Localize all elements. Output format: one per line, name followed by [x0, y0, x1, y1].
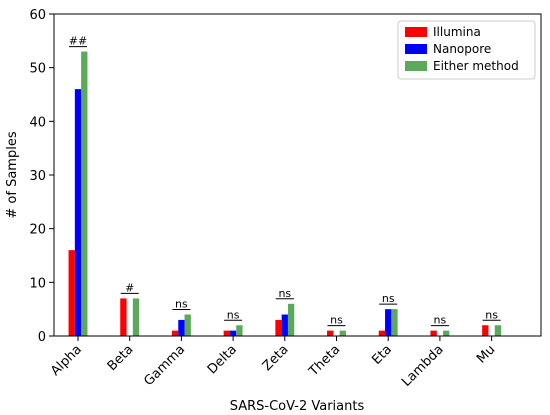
legend-box: [397, 20, 536, 80]
significance-label: ns: [175, 298, 188, 311]
bar-illumina: [171, 330, 179, 336]
significance-label: ns: [434, 314, 447, 327]
bar-illumina: [378, 330, 386, 336]
bar-illumina: [68, 250, 75, 336]
x-tick-label: Beta: [105, 342, 137, 374]
bar-nanopore: [229, 330, 237, 336]
significance-label: ns: [382, 292, 395, 305]
legend-label-either-method: Either method: [433, 59, 519, 73]
bar-either-method: [184, 314, 191, 336]
significance-label: ns: [330, 314, 343, 327]
legend: Illumina Nanopore Either method: [397, 20, 536, 80]
bar-either-method: [132, 298, 140, 336]
bar-illumina: [120, 298, 127, 336]
significance-label: ns: [227, 308, 240, 321]
x-tick-label: Mu: [474, 342, 498, 366]
bar-illumina: [223, 330, 230, 336]
legend-label-nanopore: Nanopore: [433, 42, 491, 56]
bar-illumina: [482, 325, 489, 336]
x-tick-label: Gamma: [141, 342, 188, 389]
plot-frame: [53, 13, 542, 337]
y-tick-label: 40: [29, 115, 46, 130]
significance-label: ##: [69, 35, 87, 48]
y-tick-label: 50: [29, 62, 46, 77]
bar-either-method: [443, 330, 450, 336]
bar-either-method: [494, 325, 502, 336]
bar-either-method: [391, 309, 398, 336]
y-tick-label: 60: [29, 8, 46, 23]
x-tick-label: Delta: [205, 342, 240, 377]
bar-either-method: [287, 303, 295, 336]
legend-swatch-nanopore: [405, 44, 427, 54]
y-axis-title: # of Samples: [5, 131, 20, 218]
bar-either-method: [81, 51, 88, 337]
y-tick-label: 30: [29, 169, 46, 184]
bar-illumina: [275, 319, 282, 336]
y-tick-label: 20: [29, 223, 46, 238]
significance-label: ns: [485, 308, 498, 321]
bar-nanopore: [74, 89, 82, 336]
bar-illumina: [430, 330, 437, 336]
y-tick-label: 10: [29, 276, 46, 291]
x-tick-label: Lambda: [399, 342, 447, 390]
bar-either-method: [339, 330, 346, 336]
x-tick-label: Alpha: [48, 342, 85, 379]
y-tick-label: 0: [38, 330, 46, 345]
legend-swatch-illumina: [405, 27, 427, 37]
x-tick-label: Eta: [369, 342, 395, 368]
bar-either-method: [236, 325, 243, 336]
legend-label-illumina: Illumina: [433, 25, 481, 39]
bar-nanopore: [281, 314, 288, 336]
x-tick-label: Zeta: [260, 342, 292, 374]
bar-nanopore: [385, 309, 392, 336]
bar-nanopore: [178, 319, 185, 336]
x-axis-title: SARS-CoV-2 Variants: [230, 399, 365, 414]
significance-label: ns: [278, 287, 291, 300]
bar-illumina: [327, 330, 334, 336]
significance-label: #: [125, 281, 134, 294]
x-tick-label: Theta: [306, 342, 344, 380]
legend-swatch-either-method: [405, 61, 427, 71]
